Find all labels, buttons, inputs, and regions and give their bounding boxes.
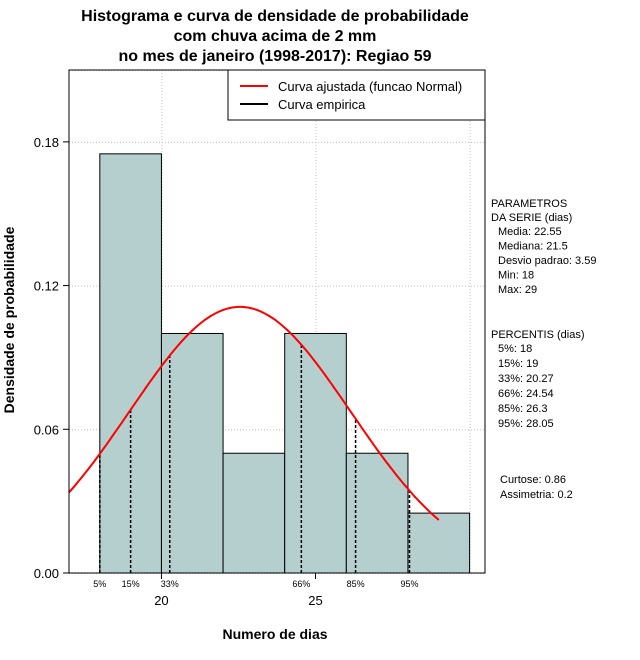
percentile-label: 33% [161,579,179,589]
percentile-lines: 5% 15% 33% 66% 85% 95% [93,344,419,589]
percentile-label: 15% [122,579,140,589]
title-line: no mes de janeiro (1998-2017): Regiao 59 [118,48,431,65]
side-panel: PARAMETROS DA SERIE (dias) Media: 22.55 Med… [491,198,596,501]
histogram-bar [160,332,224,574]
percentile-line-text: 15%: 19 [498,358,538,370]
percentile-label: 95% [400,579,418,589]
percentile-label: 66% [292,579,310,589]
percentile-label: 85% [347,579,365,589]
axes: 0.00 0.06 0.12 0.18 20 25 Numero de dias Densid… [1,135,328,642]
stat-line: Assimetria: 0.2 [500,489,573,501]
y-tick-label: 0.18 [34,135,59,150]
param-line: Mediana: 21.5 [498,241,568,253]
percentile-line-text: 33%: 20.27 [498,373,554,385]
legend-box [227,69,486,121]
y-tick-label: 0.06 [34,422,59,437]
histogram-bar [222,452,286,574]
percentile-label: 5% [93,579,106,589]
title-line: com chuva acima de 2 mm [174,28,377,45]
fitted-curve [68,305,440,521]
percentile-line-text: 85%: 26.3 [498,403,548,415]
stat-line: Curtose: 0.86 [500,474,566,486]
param-line: Desvio padrao: 3.59 [498,255,596,267]
params-header: DA SERIE (dias) [491,212,572,224]
x-tick-label: 20 [154,593,168,608]
percentile-line-text: 5%: 18 [498,343,532,355]
y-tick-label: 0.12 [34,279,59,294]
param-line: Media: 22.55 [498,226,562,238]
histogram-bar [99,153,162,574]
histogram-bar [284,332,347,574]
legend-label-empirical: Curva empirica [278,97,366,112]
histogram-bars [99,153,471,574]
fitted-curve-line [68,305,440,521]
percentile-line-text: 95%: 28.05 [498,418,554,430]
percentile-line-text: 66%: 24.54 [498,388,554,400]
x-tick-label: 25 [308,593,322,608]
param-line: Max: 29 [498,284,537,296]
title-line: Histograma e curva de densidade de proba… [81,8,469,25]
percentiles-header: PERCENTIS (dias) [491,329,585,341]
param-line: Min: 18 [498,270,534,282]
legend-label-fitted: Curva ajustada (funcao Normal) [278,79,462,94]
legend: Curva ajustada (funcao Normal) Curva empi… [227,69,486,121]
chart-title: Histograma e curva de densidade de proba… [81,8,469,65]
histogram-bar [407,512,471,574]
y-tick-label: 0.00 [34,566,59,581]
y-axis-title: Densidade de probabilidade [1,226,17,413]
params-header: PARAMETROS [491,198,567,210]
x-axis-title: Numero de dias [222,626,327,642]
